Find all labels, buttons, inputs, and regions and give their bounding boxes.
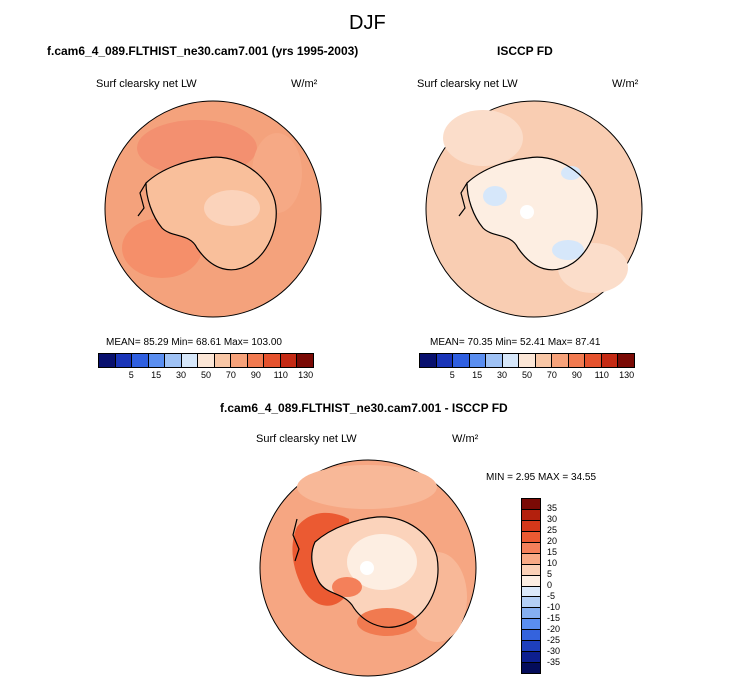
right-units-label: W/m²: [612, 78, 639, 90]
colorbar-swatch: [132, 354, 149, 367]
diff-units-label: W/m²: [452, 433, 479, 445]
colorbar-swatch: [522, 663, 540, 673]
colorbar-swatch: [297, 354, 313, 367]
colorbar-tick-label: -35: [547, 657, 561, 667]
colorbar-swatch: [522, 575, 540, 587]
colorbar-tick-label: -5: [547, 591, 556, 601]
colorbar-swatch: [522, 597, 540, 609]
left-colorbar: [98, 353, 314, 368]
colorbar-tick-label: -25: [547, 635, 561, 645]
colorbar-tick-label: 90: [250, 370, 261, 380]
colorbar-tick-label: 15: [472, 370, 483, 380]
colorbar-swatch: [99, 354, 116, 367]
colorbar-swatch: [469, 354, 487, 367]
colorbar-swatch: [601, 354, 619, 367]
colorbar-tick-label: -30: [547, 646, 561, 656]
colorbar-swatch: [522, 520, 540, 532]
diff-panel-title: f.cam6_4_089.FLTHIST_ne30.cam7.001 - ISC…: [220, 401, 508, 415]
right-colorbar: [419, 353, 635, 368]
colorbar-tick-label: 5: [449, 370, 455, 380]
left-stats: MEAN= 85.29 Min= 68.61 Max= 103.00: [106, 337, 282, 348]
colorbar-swatch: [618, 354, 634, 367]
right-polar-map: [425, 100, 643, 318]
colorbar-tick-label: 110: [273, 370, 288, 380]
right-panel-title: ISCCP FD: [497, 44, 553, 58]
colorbar-swatch: [522, 586, 540, 598]
colorbar-tick-label: 30: [176, 370, 187, 380]
colorbar-tick-label: -15: [547, 613, 561, 623]
colorbar-swatch: [231, 354, 248, 367]
colorbar-swatch: [568, 354, 586, 367]
colorbar-swatch: [535, 354, 553, 367]
colorbar-swatch: [522, 509, 540, 521]
colorbar-swatch: [264, 354, 281, 367]
left-units-label: W/m²: [291, 78, 318, 90]
colorbar-swatch: [486, 354, 503, 367]
colorbar-tick-label: 35: [547, 503, 558, 513]
colorbar-tick-label: 30: [547, 514, 558, 524]
colorbar-swatch: [198, 354, 215, 367]
colorbar-swatch: [522, 619, 540, 631]
colorbar-swatch: [181, 354, 199, 367]
colorbar-tick-label: 25: [547, 525, 558, 535]
colorbar-swatch: [522, 652, 540, 664]
colorbar-swatch: [165, 354, 182, 367]
colorbar-tick-label: -20: [547, 624, 561, 634]
colorbar-swatch: [522, 608, 540, 620]
colorbar-swatch: [148, 354, 166, 367]
colorbar-tick-label: 5: [128, 370, 134, 380]
right-stats: MEAN= 70.35 Min= 52.41 Max= 87.41: [430, 337, 601, 348]
colorbar-tick-label: 15: [547, 547, 558, 557]
colorbar-tick-label: 20: [547, 536, 558, 546]
colorbar-tick-label: 50: [521, 370, 532, 380]
colorbar-swatch: [522, 553, 540, 565]
colorbar-tick-label: 70: [546, 370, 557, 380]
colorbar-swatch: [115, 354, 133, 367]
colorbar-tick-label: 30: [497, 370, 508, 380]
colorbar-swatch: [522, 630, 540, 642]
left-variable-label: Surf clearsky net LW: [96, 78, 197, 90]
colorbar-tick-label: 90: [571, 370, 582, 380]
colorbar-swatch: [522, 499, 540, 510]
colorbar-tick-label: 5: [547, 569, 553, 579]
colorbar-tick-label: 50: [200, 370, 211, 380]
colorbar-tick-label: 10: [547, 558, 558, 568]
figure-title: DJF: [349, 12, 386, 34]
colorbar-swatch: [247, 354, 265, 367]
colorbar-swatch: [519, 354, 536, 367]
colorbar-tick-label: -10: [547, 602, 561, 612]
colorbar-swatch: [502, 354, 520, 367]
diff-stats: MIN = 2.95 MAX = 34.55: [486, 472, 597, 483]
colorbar-tick-label: 0: [547, 580, 553, 590]
colorbar-swatch: [522, 564, 540, 576]
colorbar-tick-label: 130: [298, 370, 314, 380]
left-panel-title: f.cam6_4_089.FLTHIST_ne30.cam7.001 (yrs …: [47, 44, 359, 58]
colorbar-tick-label: 130: [619, 370, 635, 380]
colorbar-swatch: [522, 531, 540, 543]
diff-colorbar: [521, 498, 541, 674]
colorbar-tick-label: 110: [594, 370, 609, 380]
colorbar-swatch: [522, 641, 540, 653]
colorbar-swatch: [522, 542, 540, 554]
colorbar-swatch: [420, 354, 437, 367]
left-polar-map: [104, 100, 322, 318]
diff-variable-label: Surf clearsky net LW: [256, 433, 357, 445]
colorbar-tick-label: 15: [151, 370, 162, 380]
colorbar-swatch: [585, 354, 602, 367]
colorbar-swatch: [453, 354, 470, 367]
colorbar-swatch: [436, 354, 454, 367]
right-variable-label: Surf clearsky net LW: [417, 78, 518, 90]
diff-polar-map: [259, 459, 477, 677]
colorbar-tick-label: 70: [225, 370, 236, 380]
colorbar-swatch: [214, 354, 232, 367]
colorbar-swatch: [552, 354, 569, 367]
colorbar-swatch: [280, 354, 298, 367]
